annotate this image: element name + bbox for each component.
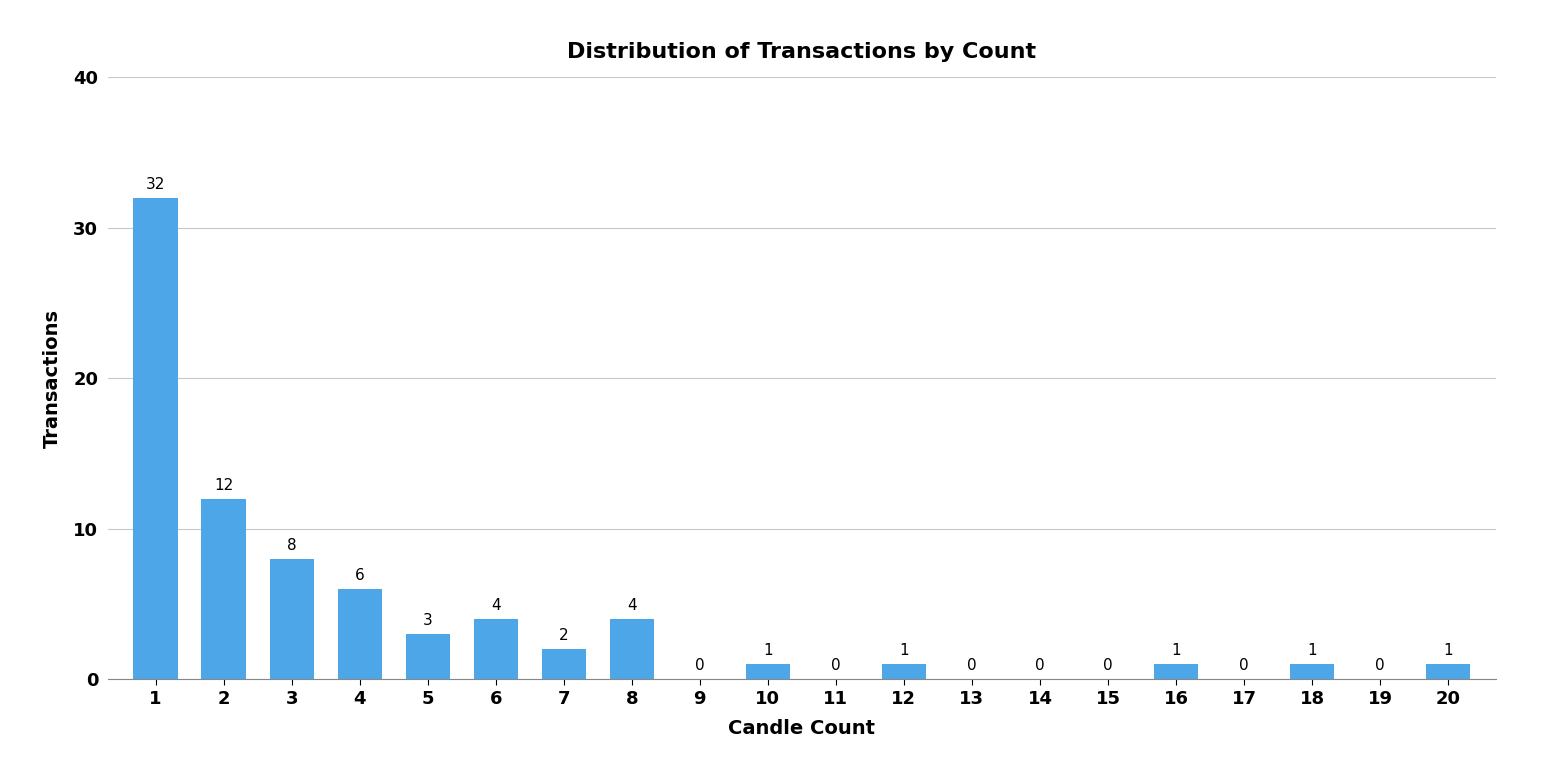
- Bar: [1153, 664, 1198, 679]
- Text: 32: 32: [146, 177, 165, 191]
- Text: 2: 2: [558, 628, 569, 643]
- Text: 0: 0: [1035, 659, 1045, 673]
- Bar: [338, 589, 382, 679]
- Text: 4: 4: [490, 598, 501, 613]
- Title: Distribution of Transactions by Count: Distribution of Transactions by Count: [567, 42, 1036, 62]
- Text: 0: 0: [831, 659, 840, 673]
- Text: 3: 3: [423, 613, 433, 628]
- Bar: [270, 559, 313, 679]
- Y-axis label: Transactions: Transactions: [43, 309, 62, 448]
- Bar: [609, 619, 654, 679]
- Text: 4: 4: [628, 598, 637, 613]
- Text: 6: 6: [355, 568, 364, 583]
- Bar: [746, 664, 790, 679]
- Text: 1: 1: [1443, 643, 1453, 659]
- Bar: [202, 499, 245, 679]
- Bar: [541, 649, 586, 679]
- Bar: [406, 634, 450, 679]
- Text: 12: 12: [214, 478, 233, 493]
- Text: 8: 8: [287, 538, 296, 553]
- Text: 1: 1: [899, 643, 908, 659]
- Bar: [1291, 664, 1334, 679]
- Text: 1: 1: [1308, 643, 1317, 659]
- Bar: [882, 664, 927, 679]
- Text: 0: 0: [1240, 659, 1249, 673]
- X-axis label: Candle Count: Candle Count: [728, 719, 876, 738]
- Text: 0: 0: [967, 659, 976, 673]
- Text: 1: 1: [763, 643, 773, 659]
- Bar: [134, 198, 177, 679]
- Text: 0: 0: [1375, 659, 1385, 673]
- Bar: [1426, 664, 1470, 679]
- Text: 0: 0: [1103, 659, 1113, 673]
- Bar: [473, 619, 518, 679]
- Text: 0: 0: [695, 659, 705, 673]
- Text: 1: 1: [1172, 643, 1181, 659]
